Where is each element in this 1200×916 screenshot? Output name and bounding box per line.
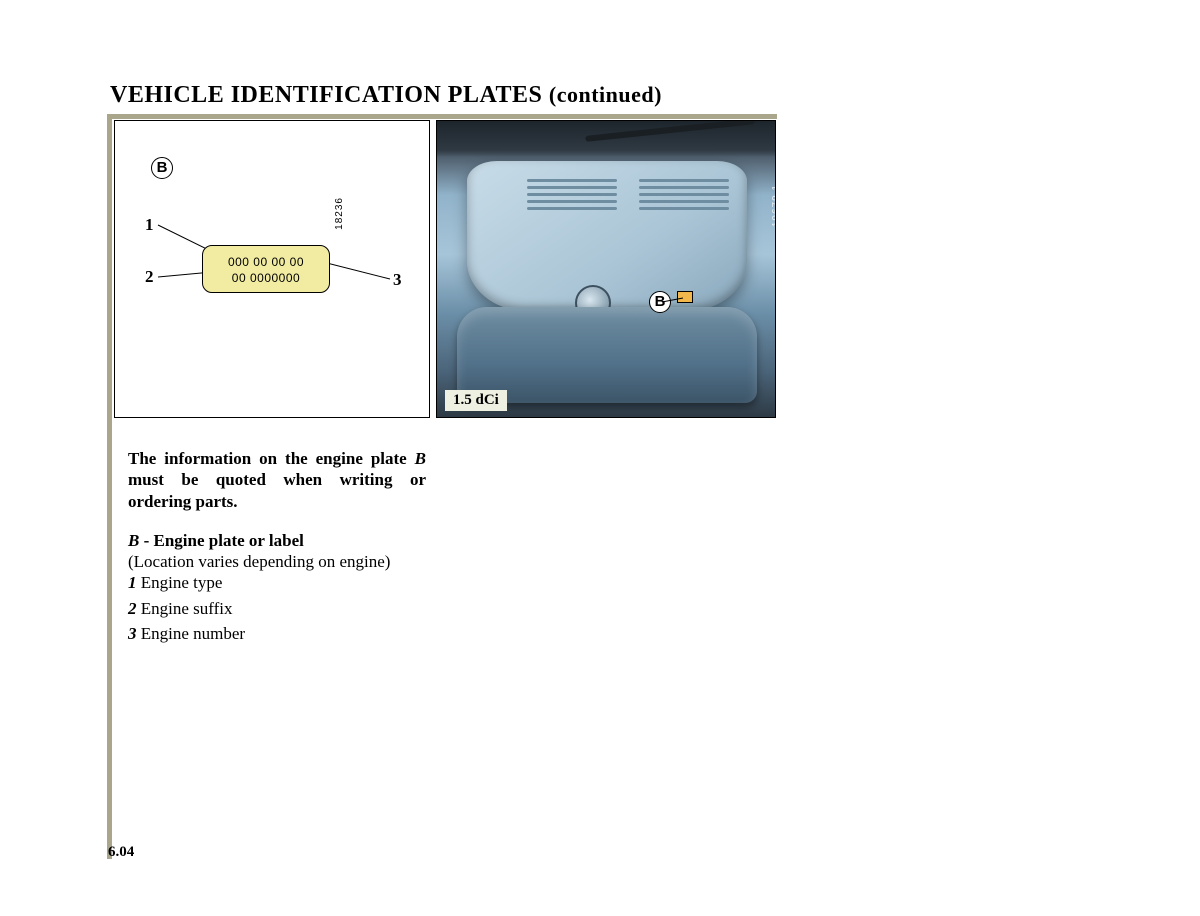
- item-2-num: 2: [128, 599, 137, 618]
- title-continued: (continued): [549, 82, 662, 107]
- location-note: (Location varies depending on engine): [128, 551, 426, 572]
- item-1: 1 Engine type: [128, 572, 426, 593]
- intro-b: B: [415, 449, 426, 468]
- page-title: VEHICLE IDENTIFICATION PLATES (continued…: [110, 82, 662, 109]
- item-3: 3 Engine number: [128, 623, 426, 644]
- section-heading: B - Engine plate or label: [128, 530, 426, 551]
- item-2: 2 Engine suffix: [128, 598, 426, 619]
- item-1-num: 1: [128, 573, 137, 592]
- plate-diagram: B 1 2 3 18236 000 00 00 00 00 0000000: [114, 120, 430, 418]
- heading-text: - Engine plate or label: [139, 531, 304, 550]
- item-3-num: 3: [128, 624, 137, 643]
- heading-b: B: [128, 531, 139, 550]
- intro-line1: The information on the engine plate: [128, 449, 407, 468]
- photo-ref-code: 19679.1: [771, 184, 776, 227]
- intro-paragraph: The information on the engine plate B mu…: [128, 448, 426, 512]
- plate-line-1: 000 00 00 00: [203, 255, 329, 269]
- title-main: VEHICLE IDENTIFICATION PLATES: [110, 82, 542, 108]
- intro-rest: must be quoted when writing or ordering …: [128, 470, 426, 510]
- page-number: 6.04: [108, 844, 134, 861]
- item-1-text: Engine type: [137, 573, 223, 592]
- photo-leader: [437, 121, 776, 418]
- engine-variant-caption: 1.5 dCi: [445, 390, 507, 411]
- item-2-text: Engine suffix: [137, 599, 233, 618]
- engine-plate-graphic: 000 00 00 00 00 0000000: [202, 245, 330, 293]
- item-3-text: Engine number: [137, 624, 246, 643]
- engine-photo: B 1.5 dCi 19679.1: [436, 120, 776, 418]
- plate-line-2: 00 0000000: [203, 271, 329, 285]
- body-text: The information on the engine plate B mu…: [128, 448, 426, 648]
